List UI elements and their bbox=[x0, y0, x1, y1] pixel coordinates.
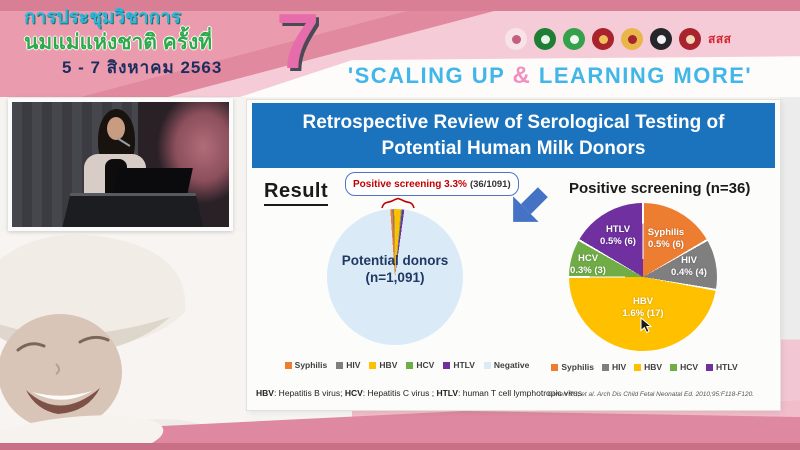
legend-swatch bbox=[406, 361, 414, 369]
legend-label: HTLV bbox=[716, 362, 738, 372]
laptop bbox=[113, 168, 193, 195]
legend-swatch bbox=[551, 363, 559, 371]
footnote-abbr: HCV bbox=[344, 388, 363, 398]
baby-teeth bbox=[32, 391, 92, 400]
footnote-abbr: HTLV bbox=[436, 388, 459, 398]
legend-item-syphilis: Syphilis bbox=[284, 360, 328, 370]
black-seal-logo bbox=[650, 28, 672, 50]
pie-left-label: Potential donors (n=1,091) bbox=[327, 253, 463, 287]
pie-potential-donors: Potential donors (n=1,091) bbox=[327, 209, 463, 345]
citation: Cohen RS, et al. Arch Dis Child Fetal Ne… bbox=[547, 391, 754, 398]
event-banner: การประชุมวิชาการ นมแม่แห่งชาติ ครั้งที่ … bbox=[0, 0, 800, 97]
tagline-ampersand: & bbox=[512, 62, 532, 89]
legend-label: Syphilis bbox=[294, 360, 328, 370]
legend-item-hcv: HCV bbox=[406, 360, 434, 370]
tagline-text-close: LEARNING MORE' bbox=[531, 63, 753, 88]
event-title-thai-line1: การประชุมวิชาการ bbox=[24, 7, 181, 28]
legend-potential-donors: Syphilis HIV HBV HCV HTLV Negative bbox=[267, 360, 547, 370]
legend-item-hbv: HBV bbox=[369, 360, 397, 370]
baby-nose bbox=[55, 363, 60, 375]
baby-eye-left bbox=[16, 342, 46, 352]
green-seal-logo-2-glyph bbox=[569, 34, 579, 44]
mother-and-child-foundation-logo bbox=[505, 28, 527, 50]
presentation-slide: Retrospective Review of Serological Test… bbox=[247, 100, 780, 410]
pie-left-label-line1: Potential donors bbox=[341, 253, 449, 268]
green-seal-logo-1-glyph bbox=[540, 34, 550, 44]
legend-label: Negative bbox=[493, 360, 530, 370]
event-tagline: 'SCALING UP & LEARNING MORE' bbox=[300, 62, 800, 90]
pie-slice-label-syphilis: Syphilis 0.5% (6) bbox=[647, 227, 685, 250]
tagline-text-open: 'SCALING UP bbox=[347, 63, 513, 88]
mouse-cursor-icon bbox=[640, 317, 652, 333]
event-title-thai-line2: นมแม่แห่งชาติ ครั้งที่ bbox=[24, 30, 213, 54]
video-scene bbox=[12, 102, 229, 227]
legend-item-hiv: HIV bbox=[336, 360, 360, 370]
slide-title: Retrospective Review of Serological Test… bbox=[252, 103, 775, 168]
callout-brace bbox=[381, 197, 415, 209]
positive-screening-callout: Positive screening 3.3% (36/1091) bbox=[345, 172, 519, 196]
legend-label: HIV bbox=[346, 360, 361, 370]
legend-swatch bbox=[483, 361, 491, 369]
legend-swatch bbox=[670, 363, 678, 371]
dark-red-seal-logo-glyph bbox=[685, 34, 695, 44]
bottom-band-dark-strip bbox=[0, 443, 800, 450]
callout-highlight: Positive screening 3.3% bbox=[353, 178, 467, 190]
legend-label: Syphilis bbox=[561, 362, 594, 372]
legend-item-syphilis: Syphilis bbox=[551, 362, 594, 372]
legend-swatch bbox=[336, 361, 344, 369]
right-edge-strip bbox=[780, 97, 800, 400]
mother-and-child-foundation-logo-glyph bbox=[511, 34, 521, 44]
result-heading: Result bbox=[264, 180, 329, 206]
legend-item-htlv: HTLV bbox=[443, 360, 475, 370]
baby-smile bbox=[26, 388, 100, 414]
legend-item-negative: Negative bbox=[483, 360, 530, 370]
callout-detail: (36/1091) bbox=[469, 178, 511, 190]
baby-eye-right bbox=[78, 335, 110, 344]
pie-slice-label-hbv: HBV 1.6% (17) bbox=[622, 296, 664, 319]
thaihealth-logo: สสส bbox=[708, 31, 732, 46]
legend-swatch bbox=[443, 361, 451, 369]
green-seal-logo-2 bbox=[563, 28, 585, 50]
gold-royal-emblem-logo bbox=[621, 28, 643, 50]
sponsor-logos-row: สสส bbox=[505, 28, 731, 50]
green-seal-logo-1 bbox=[534, 28, 556, 50]
banner-top-strip bbox=[0, 0, 800, 11]
event-edition-number: 7 bbox=[276, 0, 320, 85]
gold-royal-emblem-logo-glyph bbox=[627, 34, 637, 44]
legend-positive-screening: Syphilis HIV HBV HCV HTLV bbox=[547, 362, 742, 372]
event-title-block: การประชุมวิชาการ นมแม่แห่งชาติ ครั้งที่ … bbox=[24, 8, 222, 77]
legend-item-hiv: HIV bbox=[601, 362, 627, 372]
legend-label: HCV bbox=[416, 360, 435, 370]
legend-swatch bbox=[706, 363, 714, 371]
legend-label: HBV bbox=[379, 360, 398, 370]
abbreviation-footnote: HBV: Hepatitis B virus; HCV: Hepatitis C… bbox=[256, 388, 582, 398]
legend-label: HBV bbox=[644, 362, 663, 372]
legend-swatch bbox=[284, 361, 292, 369]
pie-slice-label-htlv: HTLV 0.5% (6) bbox=[600, 224, 636, 247]
legend-label: HCV bbox=[680, 362, 699, 372]
pie-right-title: Positive screening (n=36) bbox=[569, 180, 751, 197]
legend-item-hcv: HCV bbox=[670, 362, 698, 372]
pie-left-label-line2: (n=1,091) bbox=[365, 269, 425, 285]
legend-swatch bbox=[634, 363, 642, 371]
dark-red-seal-logo bbox=[679, 28, 701, 50]
event-date-line: 5 - 7 สิงหาคม 2563 bbox=[62, 57, 223, 77]
legend-item-hbv: HBV bbox=[634, 362, 662, 372]
legend-item-htlv: HTLV bbox=[706, 362, 738, 372]
legend-label: HIV bbox=[611, 362, 627, 372]
legend-label: HTLV bbox=[453, 360, 475, 370]
black-seal-logo-glyph bbox=[656, 34, 666, 44]
podium bbox=[62, 193, 204, 227]
arrow-icon bbox=[513, 187, 548, 222]
pie-slice-label-hcv: HCV 0.3% (3) bbox=[570, 253, 606, 276]
legend-swatch bbox=[369, 361, 377, 369]
footnote-abbr: HBV bbox=[256, 388, 274, 398]
red-gold-emblem-logo bbox=[592, 28, 614, 50]
presenter-video bbox=[8, 98, 233, 231]
red-gold-emblem-logo-glyph bbox=[598, 34, 608, 44]
presenter-face bbox=[107, 117, 125, 140]
pie-slice-label-hiv: HIV 0.4% (4) bbox=[671, 255, 707, 278]
legend-swatch bbox=[601, 363, 609, 371]
